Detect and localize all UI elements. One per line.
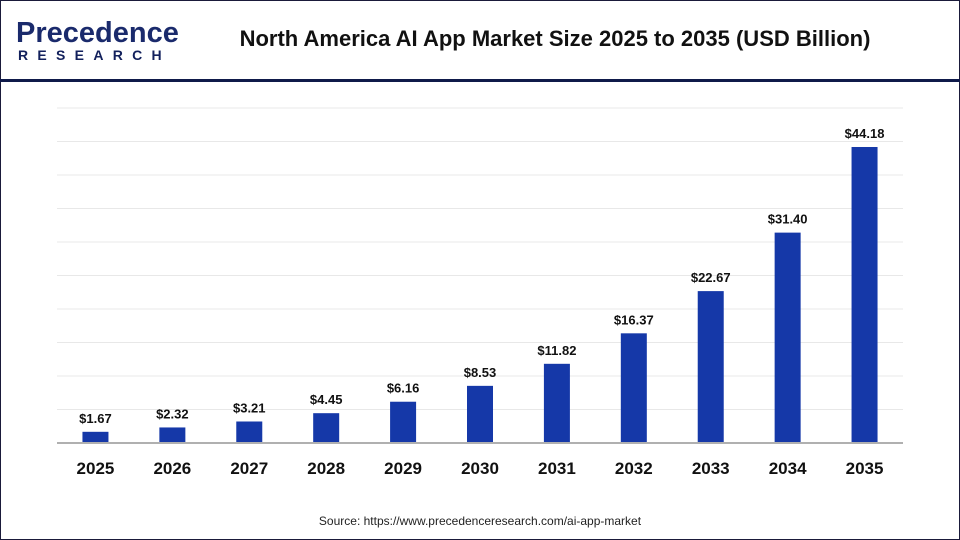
x-tick-label-2028: 2028 (307, 459, 345, 478)
bar-2029 (390, 401, 417, 443)
x-tick-label-2035: 2035 (846, 459, 884, 478)
source-note: Source: https://www.precedenceresearch.c… (318, 514, 642, 528)
bar-2032 (620, 333, 647, 443)
logo-subtitle: RESEARCH (18, 47, 171, 63)
x-tick-label-2029: 2029 (384, 459, 422, 478)
bar-2033 (697, 291, 724, 443)
chart-title: North America AI App Market Size 2025 to… (239, 26, 871, 51)
data-label-2026: $2.32 (156, 406, 189, 421)
bar-2030 (467, 385, 493, 443)
data-label-2035: $44.18 (845, 126, 885, 141)
data-label-2025: $1.67 (79, 411, 112, 426)
data-label-2033: $22.67 (691, 270, 731, 285)
x-tick-label-2027: 2027 (230, 459, 268, 478)
data-label-2032: $16.37 (614, 312, 654, 327)
logo-wordmark: Precedence (16, 17, 179, 49)
precedence-research-logo: Precedence RESEARCH (16, 18, 179, 62)
bar-2025 (82, 431, 109, 443)
data-label-2029: $6.16 (387, 381, 420, 396)
x-tick-label-2025: 2025 (77, 459, 115, 478)
x-tick-label-2030: 2030 (461, 459, 499, 478)
data-label-2034: $31.40 (768, 212, 808, 227)
x-tick-label-2034: 2034 (769, 459, 807, 478)
bar-2028 (313, 413, 340, 443)
data-label-2031: $11.82 (537, 343, 576, 358)
x-tick-label-2032: 2032 (615, 459, 653, 478)
x-tick-label-2031: 2031 (538, 459, 576, 478)
x-tick-label-2026: 2026 (153, 459, 191, 478)
data-label-2030: $8.53 (464, 365, 497, 380)
data-label-2027: $3.21 (233, 400, 266, 415)
bar-2034 (774, 232, 801, 443)
bar-2026 (159, 427, 186, 443)
x-tick-label-2033: 2033 (692, 459, 730, 478)
bar-2035 (851, 146, 878, 443)
bar-2027 (236, 421, 263, 443)
data-label-2028: $4.45 (310, 392, 343, 407)
bar-2031 (543, 363, 570, 443)
header: Precedence RESEARCH North America AI App… (0, 0, 960, 82)
